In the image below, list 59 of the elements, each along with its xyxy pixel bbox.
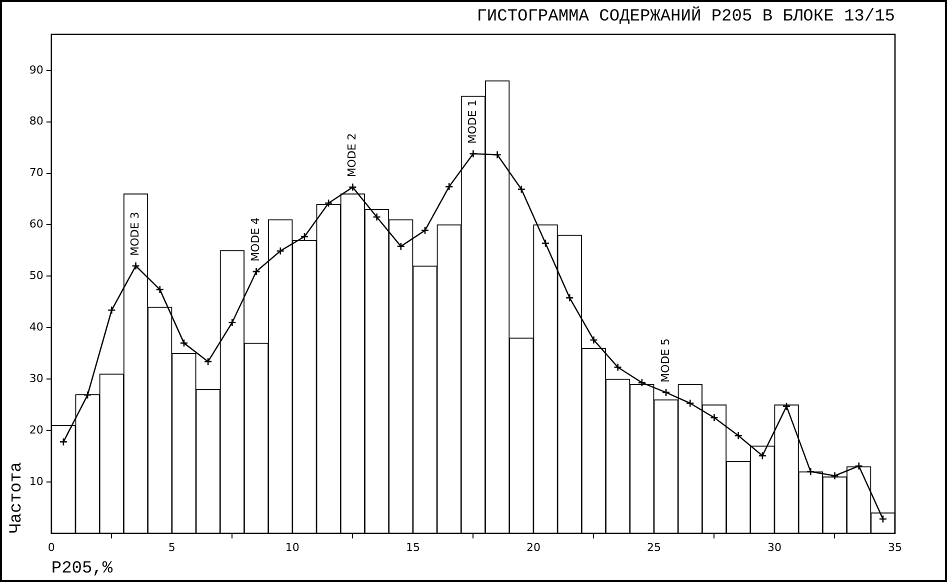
point (156, 285, 164, 294)
annotation: MODE 5 (658, 338, 672, 382)
point (444, 182, 454, 191)
point (372, 212, 381, 222)
point (806, 468, 815, 476)
x-tick-label: 25 (646, 540, 661, 554)
y-tick-label: 60 (29, 218, 44, 231)
point (854, 462, 863, 470)
point (662, 388, 670, 397)
x-tick-label: 20 (526, 540, 540, 554)
point (83, 390, 92, 400)
x-tick-label: 5 (168, 540, 176, 554)
point (348, 183, 357, 192)
point (734, 432, 742, 440)
point (686, 399, 694, 408)
point (204, 357, 212, 366)
point (517, 185, 526, 194)
point (276, 246, 285, 256)
point (324, 198, 333, 208)
point (782, 402, 791, 410)
point (300, 232, 309, 241)
annotation: MODE 1 (466, 100, 480, 144)
y-tick-label: 40 (29, 320, 44, 334)
y-tick-label: 70 (29, 166, 44, 180)
y-tick-label: 90 (29, 63, 44, 76)
point (638, 378, 646, 387)
y-axis-title: Частота (8, 462, 27, 534)
x-tick-label: 30 (767, 540, 782, 554)
chart-title: ГИСТОГРАММА СОДЕРЖАНИЙ P205 В БЛОКЕ 13/15 (476, 6, 895, 27)
y-tick-label: 30 (29, 372, 44, 385)
x-tick-label: 0 (48, 540, 55, 554)
x-tick-label: 35 (888, 540, 902, 554)
y-tick-label: 50 (29, 269, 44, 282)
annotation: MODE 2 (346, 133, 359, 178)
x-tick-label: 10 (285, 540, 300, 554)
point (228, 318, 236, 327)
point (420, 226, 430, 235)
x-tick-label: 15 (406, 540, 420, 554)
x-axis-title: P205,% (51, 559, 114, 578)
point (614, 363, 622, 372)
point (565, 294, 574, 302)
annotation: MODE 4 (249, 217, 262, 262)
annotation: MODE 3 (128, 212, 142, 256)
point (59, 438, 68, 446)
point (180, 338, 188, 348)
point (252, 267, 260, 276)
point (830, 472, 839, 480)
point (132, 262, 140, 270)
point (469, 150, 478, 158)
point (108, 306, 116, 314)
y-tick-label: 10 (29, 474, 44, 488)
point (710, 414, 718, 422)
point (541, 239, 550, 248)
point (590, 336, 598, 344)
point (396, 242, 406, 250)
point (493, 150, 502, 159)
y-tick-label: 80 (29, 114, 44, 128)
y-tick-label: 20 (29, 423, 44, 436)
point (758, 452, 767, 460)
